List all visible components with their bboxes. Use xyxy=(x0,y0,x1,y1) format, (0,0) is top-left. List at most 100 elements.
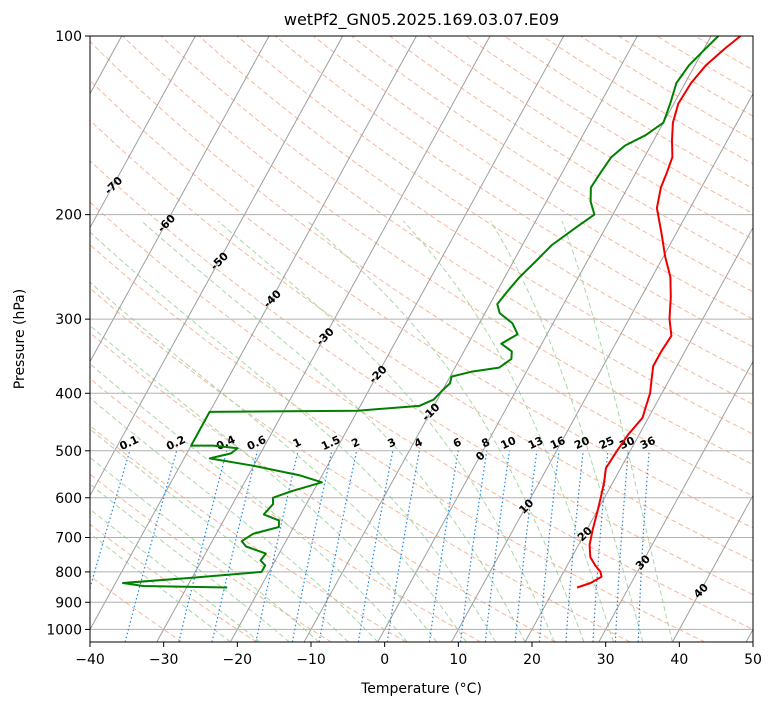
y-tick-label: 900 xyxy=(55,595,82,611)
mixing-ratio-label: 30 xyxy=(617,434,637,452)
y-tick-label: 400 xyxy=(55,386,82,402)
x-axis-label: Temperature (°C) xyxy=(360,681,482,697)
mixing-ratio-line xyxy=(90,450,131,591)
x-tick-label: 0 xyxy=(380,652,389,668)
isotherm-line xyxy=(598,360,753,642)
x-tick-label: 40 xyxy=(670,652,688,668)
y-tick-label: 200 xyxy=(55,208,82,224)
mixing-ratio-label: 25 xyxy=(597,434,616,452)
dry-adiabat xyxy=(198,36,753,405)
mixing-ratio-line xyxy=(178,450,228,642)
isotherm-line xyxy=(90,36,344,497)
y-tick-label: 600 xyxy=(55,491,82,507)
mixing-ratio-line xyxy=(614,450,629,642)
dry-adiabat xyxy=(90,201,753,630)
moist-adiabat xyxy=(490,220,644,642)
isotherm-line xyxy=(524,226,753,642)
moist-adiabat xyxy=(561,220,673,642)
y-tick-label: 800 xyxy=(55,565,82,581)
mixing-ratio-label: 4 xyxy=(412,435,425,450)
isotherm-line xyxy=(90,36,417,631)
mixing-ratio-label: 1.5 xyxy=(319,433,342,453)
mixing-ratio-line xyxy=(211,450,258,642)
mixing-ratio-label: 13 xyxy=(526,434,545,452)
dry-adiabat xyxy=(160,36,753,435)
y-tick-label: 700 xyxy=(55,531,82,547)
dewpoint-line xyxy=(121,36,720,589)
x-tick-label: −10 xyxy=(296,652,326,668)
isotherm-line xyxy=(90,36,196,229)
y-tick-label: 500 xyxy=(55,444,82,460)
mixing-ratio-label: 10 xyxy=(499,434,519,452)
moist-adiabat xyxy=(402,220,614,642)
isotherm-label: -80 xyxy=(49,136,72,159)
dry-adiabat xyxy=(90,287,631,642)
mixing-ratio-line xyxy=(318,450,358,642)
mixing-ratio-line xyxy=(460,450,488,642)
moist-adiabat xyxy=(90,363,408,642)
isotherm-label: 30 xyxy=(633,552,653,572)
mixing-ratio-line xyxy=(386,450,420,642)
x-tick-label: −30 xyxy=(149,652,179,668)
isotherm-label: -30 xyxy=(314,325,337,348)
dry-adiabat xyxy=(90,244,706,642)
moist-adiabat xyxy=(90,397,379,642)
mixing-ratio-label: 0.6 xyxy=(245,433,268,453)
temperature-line xyxy=(576,36,742,589)
dry-adiabat xyxy=(90,377,481,642)
x-tick-label: −20 xyxy=(223,652,253,668)
isotherm-line xyxy=(156,36,491,642)
moist-adiabat xyxy=(90,231,497,642)
isotherm-label: -90 xyxy=(0,98,20,121)
dry-adiabat xyxy=(90,40,753,497)
dry-adiabat xyxy=(90,473,332,642)
dry-adiabat xyxy=(580,36,753,141)
mixing-ratio-line xyxy=(565,450,584,642)
dry-adiabat xyxy=(503,36,753,190)
dry-adiabat xyxy=(313,36,753,320)
mixing-ratio-label: 0.1 xyxy=(117,433,140,453)
dry-adiabat xyxy=(90,425,407,642)
mixing-ratio-label: 1 xyxy=(291,436,303,451)
y-axis-label: Pressure (hPa) xyxy=(12,289,28,389)
moist-adiabat xyxy=(217,220,556,642)
isotherm-label: -70 xyxy=(102,174,125,197)
isotherm-line xyxy=(90,36,270,363)
y-tick-label: 100 xyxy=(55,29,82,45)
dry-adiabat xyxy=(90,523,257,642)
dry-adiabat xyxy=(656,36,753,94)
dry-adiabat xyxy=(122,36,753,466)
moist-adiabat xyxy=(90,325,438,642)
dry-adiabat xyxy=(274,36,753,348)
dry-adiabat xyxy=(90,79,753,529)
mixing-ratio-line xyxy=(291,450,333,642)
x-tick-label: 30 xyxy=(597,652,615,668)
dry-adiabat xyxy=(351,36,753,293)
mixing-ratio-line xyxy=(255,450,299,642)
isotherm-label: -40 xyxy=(261,287,284,310)
x-tick-label: 50 xyxy=(744,652,762,668)
mixing-ratio-label: 0.2 xyxy=(164,433,187,453)
isotherm-label: -50 xyxy=(208,249,231,272)
mixing-ratio-line xyxy=(514,450,538,642)
isotherm-line xyxy=(745,628,753,642)
plot-frame xyxy=(89,35,754,643)
isotherm-label: 40 xyxy=(691,581,711,601)
moist-adiabat xyxy=(90,483,290,642)
dry-adiabat xyxy=(90,332,556,642)
isotherm-line xyxy=(377,36,712,642)
x-tick-label: −40 xyxy=(75,652,105,668)
isotherm-line xyxy=(450,92,753,642)
isotherm-line xyxy=(671,494,753,642)
moist-adiabat xyxy=(90,532,231,642)
moist-adiabat xyxy=(90,281,467,642)
isotherm-line xyxy=(229,36,565,642)
x-tick-label: 10 xyxy=(449,652,467,668)
moist-adiabat xyxy=(141,220,526,642)
moist-adiabat xyxy=(90,508,261,642)
dry-adiabat xyxy=(236,36,753,376)
mixing-ratio-line xyxy=(124,450,178,642)
mixing-ratio-label: 36 xyxy=(638,434,658,452)
mixing-ratio-line xyxy=(357,450,394,642)
